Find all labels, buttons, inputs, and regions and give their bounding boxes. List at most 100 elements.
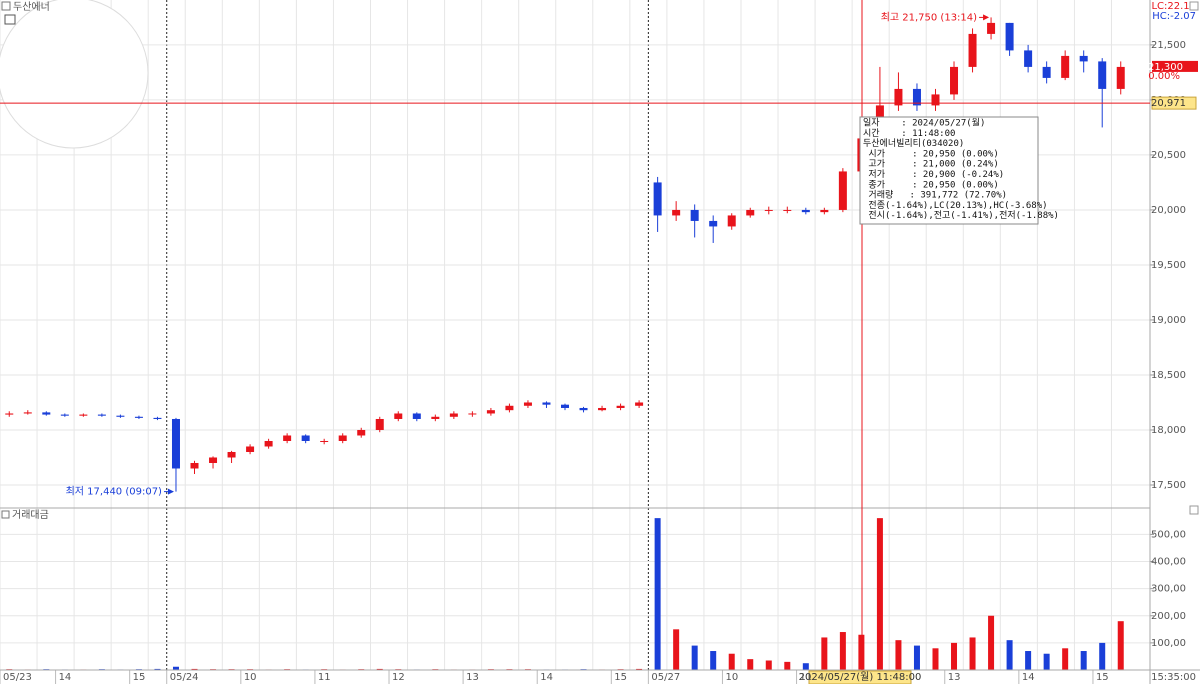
x-tick-label: 15: [133, 672, 146, 683]
x-tick-label: 14: [59, 672, 72, 683]
candle-body: [987, 22, 996, 34]
last-price: 21,300: [1148, 62, 1183, 73]
y-tick-label: 21,500: [1151, 40, 1186, 51]
candle-body: [894, 88, 903, 106]
x-tick-label: 05/24: [170, 672, 199, 683]
candle-body: [153, 417, 162, 419]
candle-body: [672, 209, 681, 216]
y-tick-label: 19,000: [1151, 315, 1186, 326]
candle-body: [134, 416, 143, 418]
volume-bar: [673, 629, 680, 670]
tooltip-line: 두산에너빌리티(034020): [863, 138, 964, 149]
candle-body: [60, 414, 69, 416]
x-tick-label: 14: [540, 672, 553, 683]
candle-body: [801, 209, 810, 213]
lc-label: LC:22.13: [1151, 1, 1196, 12]
x-tick-label: 11: [318, 672, 331, 683]
candle-body: [264, 440, 273, 447]
crosshair-time: 2024/05/27(월) 11:48:00: [799, 671, 922, 683]
volume-bar: [913, 645, 920, 670]
candle-body: [394, 413, 403, 419]
volume-bar: [710, 651, 717, 670]
volume-bar: [858, 634, 865, 670]
y-tick-label: 500,00: [1151, 529, 1186, 540]
candle-body: [283, 435, 292, 441]
candle-body: [616, 405, 625, 408]
y-tick-label: 20,000: [1151, 205, 1186, 216]
volume-bar: [1006, 640, 1013, 670]
x-tick-label: 15: [614, 672, 627, 683]
candle-body: [542, 402, 551, 405]
candle-body: [838, 171, 847, 210]
candle-body: [1079, 55, 1088, 62]
x-tick-label: 10: [244, 672, 257, 683]
tooltip-line: 시간 : 11:48:00: [863, 128, 955, 139]
x-tick-label: 05/23: [3, 672, 32, 683]
y-tick-label: 17,500: [1151, 480, 1186, 491]
volume-bar: [895, 640, 902, 670]
candle-body: [79, 414, 88, 416]
volume-bar: [765, 660, 772, 670]
x-tick-label: 14: [1022, 672, 1035, 683]
candle-body: [171, 418, 180, 469]
candle-body: [1116, 66, 1125, 89]
candle-body: [931, 94, 940, 106]
candle-body: [968, 33, 977, 67]
candle-body: [561, 404, 569, 408]
crosshair-price-box: [1151, 96, 1197, 110]
chart-title: 두산에너: [13, 1, 50, 13]
annotation: 최저 17,440 (09:07): [66, 486, 162, 498]
candle-body: [746, 209, 755, 216]
x-tick-label: 13: [466, 672, 479, 683]
candle-body: [97, 414, 106, 416]
pane-button[interactable]: [1189, 1, 1199, 11]
candle-body: [690, 209, 699, 221]
tooltip-line: 일자 : 2024/05/27(월): [863, 117, 985, 129]
volume-bar: [1025, 651, 1032, 670]
candle-body: [1098, 61, 1107, 89]
volume-bar: [988, 615, 995, 670]
volume-bar: [691, 645, 698, 670]
volume-bar: [1117, 621, 1124, 670]
candle-body: [783, 209, 792, 211]
volume-bar: [1062, 648, 1069, 670]
candle-body: [820, 209, 829, 213]
volume-bar: [932, 648, 939, 670]
tooltip-line: 저가 : 20,900 (-0.24%): [863, 169, 1004, 180]
grid-icon: [4, 14, 16, 25]
candle-body: [190, 462, 199, 469]
candle-body: [468, 413, 477, 415]
volume-bar: [1099, 642, 1106, 670]
tooltip-line: 전시(-1.64%),전고(-1.41%),전저(-1.88%): [863, 210, 1059, 221]
candle-body: [598, 407, 607, 411]
candle-body: [653, 182, 662, 216]
x-tick-label: 05/27: [651, 672, 680, 683]
volume-bar: [654, 518, 661, 670]
volume-bar: [154, 668, 161, 670]
candle-body: [709, 220, 718, 227]
tooltip-line: 고가 : 21,000 (0.24%): [863, 159, 999, 170]
magnifier: [0, 0, 149, 149]
pane-button[interactable]: [1189, 505, 1199, 515]
tooltip-line: 전종(-1.64%),LC(20.13%),HC(-3.68%): [863, 200, 1048, 211]
candle-body: [375, 418, 384, 430]
candle-body: [227, 451, 236, 458]
volume-bar: [784, 661, 791, 670]
volume-bar: [172, 666, 179, 670]
volume-title: 거래대금: [12, 509, 49, 521]
tooltip-box: [859, 116, 1039, 225]
x-tick-label: 12: [392, 672, 405, 683]
candle-body: [209, 457, 218, 463]
candle-body: [357, 429, 366, 436]
x-tick-label: 11: [800, 672, 813, 683]
volume-bar: [969, 637, 976, 670]
candle-body: [431, 416, 440, 419]
last-price-box: [1152, 60, 1198, 72]
volume-bar: [821, 637, 828, 670]
candle-body: [486, 410, 495, 414]
y-tick-label: 19,500: [1151, 260, 1186, 271]
volume-icon: [1, 510, 10, 519]
candle-body: [950, 66, 959, 95]
candle-body: [301, 435, 310, 441]
